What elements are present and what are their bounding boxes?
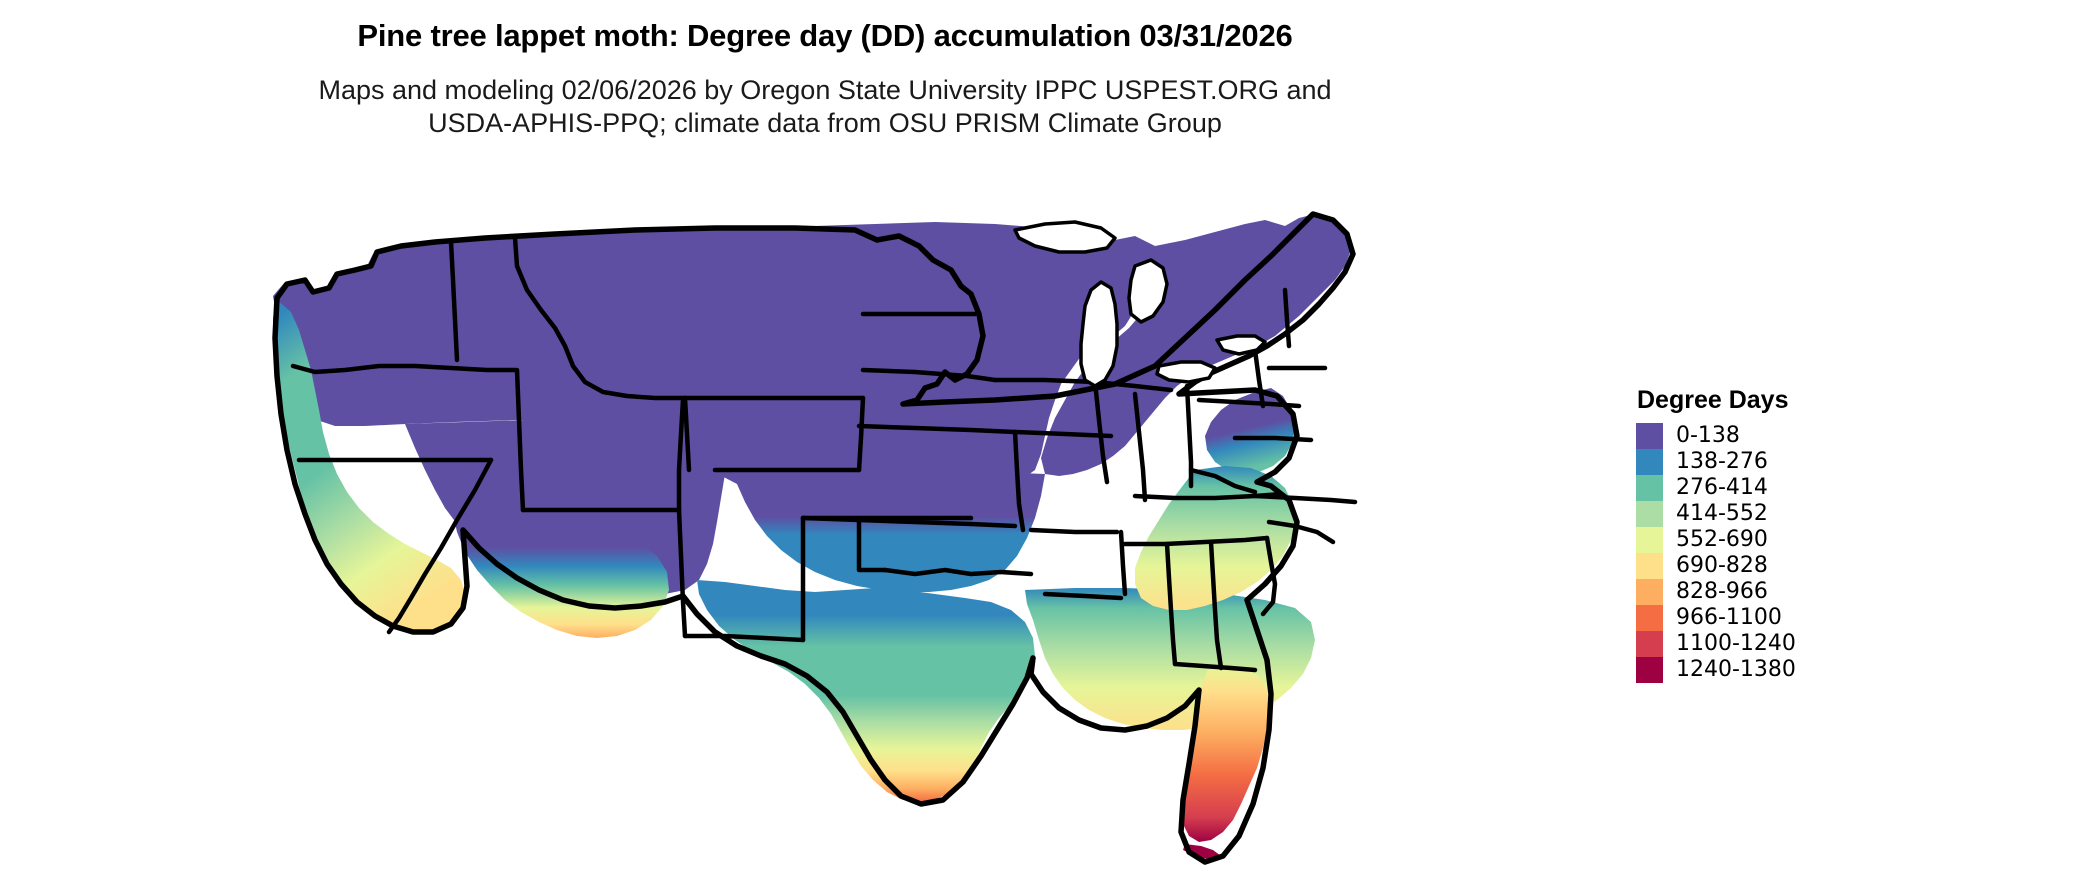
state-border-ne-ks [856,423,1018,435]
state-border-tx-ok-panhandle [856,519,888,573]
state-border-wy-east [856,395,866,473]
state-border-wi-il [1092,379,1174,393]
state-border-ar-ms [1118,529,1128,597]
state-border-ga-sc [1260,535,1278,617]
legend-color-swatch [1636,475,1663,501]
region-central-plains [695,462,1045,592]
legend-row: 1100-1240 [1636,631,1796,657]
state-border-ga-fl [1172,661,1258,673]
lake-ontario [1215,334,1267,356]
legend-color-swatch [1636,449,1663,475]
state-border-wa-id [448,239,460,363]
legend-row: 828-966 [1636,579,1796,605]
state-border-mn-ia [992,377,1098,385]
state-border-ca-nv [386,457,494,635]
region-florida-keys [1183,844,1221,860]
legend-color-swatch [1636,423,1663,449]
national-border [272,211,1356,865]
state-border-sd-ne [860,367,998,383]
state-border-il-in [1132,391,1148,503]
map-border-layer [272,211,1358,865]
legend-row: 276-414 [1636,475,1796,501]
legend-label: 138-276 [1676,449,1768,474]
legend-label: 690-828 [1676,553,1768,578]
legend-row: 690-828 [1636,553,1796,579]
state-border-nc-sc [1266,519,1336,545]
state-border-id-mt [512,235,688,401]
state-border-ny-pa [1196,397,1302,409]
state-border-mo-ar [1028,527,1120,535]
state-border-ia-mo [1012,429,1114,439]
state-border-wa-or [290,363,518,375]
legend-title: Degree Days [1637,386,1789,414]
state-border-pa-md [1232,435,1314,443]
lake-michigan [1079,280,1119,388]
legend-row: 414-552 [1636,501,1796,527]
region-northeast [1041,214,1351,476]
state-border-wy-co [682,395,692,473]
legend-color-swatch [1636,501,1663,527]
state-border-ia-il [1092,379,1110,485]
state-border-ks-ok [800,515,1018,529]
state-border-va-nc [1252,493,1358,505]
subtitle-line-1: Maps and modeling 02/06/2026 by Oregon S… [318,75,1332,105]
state-border-al-ga [1208,539,1224,671]
legend-label: 414-552 [1676,501,1768,526]
state-border-ar-la [1042,591,1124,601]
legend-label: 1100-1240 [1676,631,1796,656]
legend-label: 0-138 [1676,423,1740,448]
legend: Degree Days 0-138 138-276 276-414 414-552 55… [1636,386,1796,683]
legend-label: 1240-1380 [1676,657,1796,682]
state-border-nm-tx [682,633,806,643]
legend-label: 276-414 [1676,475,1768,500]
state-border-az-nm [676,507,688,639]
region-southwest [451,500,669,638]
legend-label: 552-690 [1676,527,1768,552]
legend-row: 552-690 [1636,527,1796,553]
state-border-in-oh [1184,383,1194,489]
legend-row: 0-138 [1636,423,1796,449]
legend-label: 966-1100 [1676,605,1782,630]
lake-huron [1127,258,1169,324]
state-border-ok-tx [882,567,1034,577]
region-texas [697,580,1035,802]
state-border-co-nm [676,397,686,513]
map-svg [272,211,1358,865]
state-border-nh-vt [1282,287,1292,349]
legend-color-swatch [1636,605,1663,631]
legend-color-swatch [1636,657,1663,683]
lake-erie [1155,360,1217,384]
map-fill-layer [273,214,1351,860]
legend-color-swatch [1636,579,1663,605]
region-southeast-atlantic [1135,466,1295,610]
state-border-tn-ms-al-ga [1122,535,1270,547]
lake-superior [1013,220,1117,254]
legend-color-swatch [1636,553,1663,579]
legend-items: 0-138 138-276 276-414 414-552 552-690 690-828… [1636,423,1796,683]
state-border-nv-ut [514,367,526,513]
choropleth-map [255,170,1595,870]
state-border-ms-al [1164,541,1178,667]
region-mid-atlantic [1205,388,1295,474]
region-florida [1181,666,1269,842]
state-border-oh-wv-va [1188,467,1258,495]
state-border-mo-ks [1012,429,1026,533]
legend-row: 1240-1380 [1636,657,1796,683]
subtitle-block: Maps and modeling 02/06/2026 by Oregon S… [0,74,1650,140]
legend-row: 966-1100 [1636,605,1796,631]
legend-label: 828-966 [1676,579,1768,604]
legend-row: 138-276 [1636,449,1796,475]
title-block: Pine tree lappet moth: Degree day (DD) a… [0,18,1650,54]
page-title: Pine tree lappet moth: Degree day (DD) a… [357,18,1293,53]
legend-color-swatch [1636,631,1663,657]
region-upper-midwest [691,222,1161,482]
state-border-ne-states [1252,347,1266,409]
legend-color-swatch [1636,527,1663,553]
subtitle-line-2: USDA-APHIS-PPQ; climate data from OSU PR… [428,108,1222,138]
